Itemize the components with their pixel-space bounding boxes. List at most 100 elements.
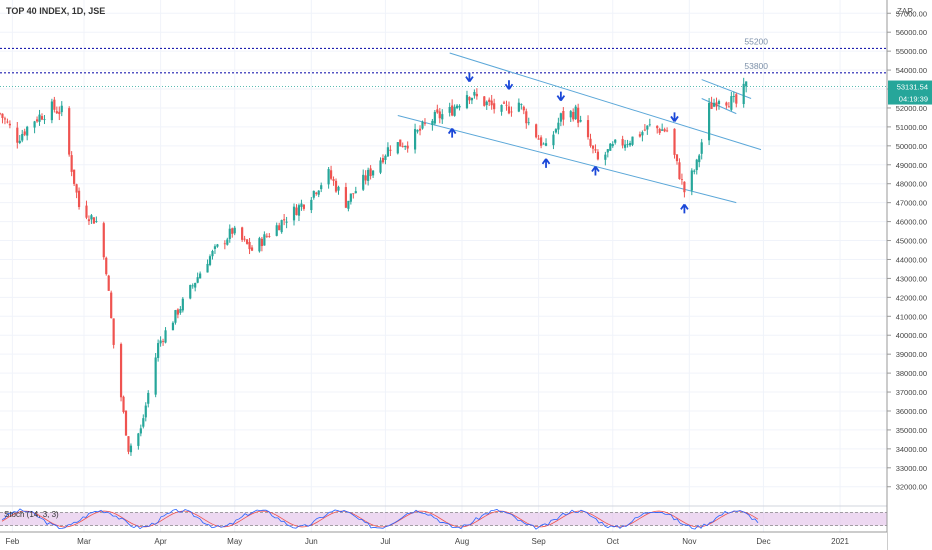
price-tick-label: 49000.00 [896,161,927,170]
price-tick-label: 45000.00 [896,237,927,246]
candle-body [379,160,382,173]
candle-body [268,236,271,237]
candle-body [742,83,745,105]
candle-body [641,132,644,136]
candle-body [522,106,525,111]
candle-body [107,275,110,291]
candle-body [142,418,145,427]
candle-body [384,155,387,160]
candle-body [371,170,375,176]
candle-body [137,433,140,446]
price-tick-label: 44000.00 [896,255,927,264]
grid [0,0,887,532]
candle-body [710,102,713,109]
candle-body [1,113,4,118]
candle-body [8,123,11,126]
candle-body [448,107,451,113]
candle-body [144,405,147,418]
candle-body [105,257,108,275]
candle-body [40,116,44,120]
candle-body [712,102,716,107]
price-tick-label: 40000.00 [896,331,927,340]
candle-body [3,118,7,120]
candle-body [493,103,496,110]
candle-body [164,330,167,343]
candle-body [199,273,202,279]
candle-body [161,340,165,342]
candle-body [465,95,469,109]
time-tick-label: Jun [305,537,318,546]
time-tick-label: Jul [380,537,390,546]
candle-body [404,145,407,147]
channel-line [397,115,737,204]
candle-body [473,91,476,96]
candle-body [537,138,540,140]
candle-body [389,149,392,151]
price-axis[interactable]: 57000.0056000.0055000.0054000.0053000.00… [886,0,932,550]
candle-body [646,125,649,130]
candle-body [0,113,2,115]
candle-body [423,122,427,124]
candle-body [381,158,385,163]
candle-body [577,107,580,123]
candle-body [90,215,93,220]
time-axis[interactable]: Feb Mar Apr May Jun Jul Aug Sep Oct Nov Dec 2021 [0,531,887,550]
candle-body [159,340,162,344]
candle-body [68,108,71,155]
candle-body [35,119,39,122]
candle-body [485,101,488,106]
candle-body [364,175,367,181]
candle-body [285,221,288,223]
candle-body [248,241,251,250]
candle-body [643,129,646,131]
time-tick-label: Aug [455,537,469,546]
candle-body [638,134,642,137]
candle-body [196,277,199,283]
candle-body [673,128,676,155]
candle-body [295,207,298,216]
price-tick-label: 36000.00 [896,407,927,416]
candle-body [698,155,701,163]
candle-body [112,318,115,345]
candle-body [535,124,538,138]
candle-body [458,105,461,108]
arrow-down-icon [670,112,679,122]
candle-body [344,187,348,208]
candle-body [302,204,306,209]
candle-body [488,99,491,102]
candle-body [354,191,357,194]
candle-body [147,392,150,404]
candle-body [317,190,320,195]
candle-body [525,111,528,124]
candle-body [223,243,226,245]
candle-body [124,410,128,436]
candle-body [310,199,313,211]
candle-body [233,227,236,234]
price-tick-label: 46000.00 [896,218,927,227]
candle-body [33,121,36,128]
time-axis-bg [0,532,887,550]
price-tick-label: 57000.00 [896,9,927,18]
candle-body [572,111,575,120]
candle-body [300,203,303,207]
candle-body [119,344,123,398]
candle-body [648,124,651,126]
candle-body [727,106,730,108]
time-tick-label: Nov [682,537,696,546]
candle-body [216,244,219,247]
candle-body [628,142,632,146]
candle-body [579,120,582,122]
candle-body [43,119,46,121]
candle-body [6,121,9,123]
candle-body [730,96,733,110]
candle-body [401,146,404,147]
candle-body [554,129,558,133]
candle-body [23,131,26,135]
candle-body [517,102,520,112]
candle-body [352,193,355,195]
candle-body [745,81,748,87]
candle-body [85,205,88,218]
candle-body [544,143,548,146]
currency-label: ZAR [897,7,913,16]
